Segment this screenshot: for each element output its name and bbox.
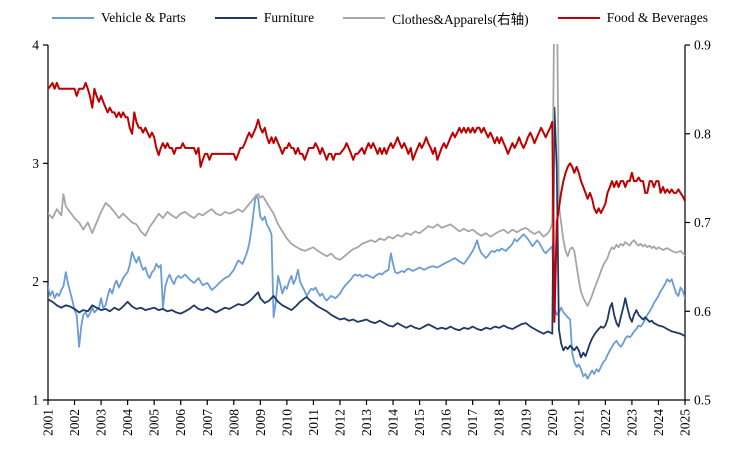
svg-text:2010: 2010	[279, 409, 294, 436]
x-axis-labels: 2001 2002 2003 2004 2005 2006 2007 2008 2009 2010…	[41, 409, 693, 436]
legend-label-vehicle-parts: Vehicle & Parts	[101, 10, 186, 25]
svg-text:4: 4	[32, 38, 39, 53]
series-line-2	[48, 44, 685, 307]
svg-text:2009: 2009	[253, 409, 268, 436]
svg-text:0.5: 0.5	[694, 393, 711, 408]
svg-text:2008: 2008	[226, 409, 241, 436]
y-axis-left-labels: 1 2 3 4	[32, 38, 39, 408]
legend-label-clothes-apparels: Clothes&Apparels(右轴)	[392, 12, 529, 27]
svg-text:2021: 2021	[571, 409, 586, 436]
legend-line-food-beverages-icon	[557, 16, 600, 20]
svg-text:2019: 2019	[518, 409, 533, 436]
legend-item-furniture: Furniture	[214, 10, 315, 26]
svg-text:2: 2	[32, 274, 39, 289]
svg-text:2020: 2020	[545, 409, 560, 436]
svg-text:2003: 2003	[94, 409, 109, 436]
svg-text:2007: 2007	[200, 409, 215, 436]
svg-text:3: 3	[32, 156, 39, 171]
series-line-0	[48, 194, 685, 380]
legend-label-food-beverages: Food & Beverages	[606, 10, 708, 25]
series-lines	[48, 44, 685, 380]
legend-item-vehicle-parts: Vehicle & Parts	[52, 10, 186, 26]
svg-text:0.8: 0.8	[694, 126, 711, 141]
svg-text:2016: 2016	[439, 409, 454, 436]
svg-text:1: 1	[32, 393, 39, 408]
svg-text:2025: 2025	[678, 409, 693, 436]
svg-text:2014: 2014	[386, 409, 401, 436]
y-axis-right-labels: 0.5 0.6 0.7 0.8 0.9	[694, 38, 711, 408]
svg-text:2012: 2012	[332, 409, 347, 436]
svg-text:2004: 2004	[120, 409, 135, 436]
series-line-1	[48, 106, 685, 359]
svg-text:0.7: 0.7	[694, 215, 711, 230]
svg-text:2015: 2015	[412, 409, 427, 436]
svg-text:2013: 2013	[359, 409, 374, 436]
legend-line-furniture-icon	[214, 16, 257, 20]
legend-label-furniture: Furniture	[263, 10, 315, 25]
svg-text:2006: 2006	[173, 409, 188, 436]
legend-item-clothes-apparels: Clothes&Apparels(右轴)	[343, 8, 529, 28]
svg-text:2017: 2017	[465, 409, 480, 436]
svg-text:2002: 2002	[67, 409, 82, 436]
svg-text:2001: 2001	[41, 409, 56, 436]
svg-text:0.6: 0.6	[694, 304, 711, 319]
legend-line-vehicle-parts-icon	[52, 16, 94, 20]
svg-text:2011: 2011	[306, 409, 321, 436]
svg-text:2022: 2022	[598, 409, 613, 436]
svg-text:2005: 2005	[147, 409, 162, 436]
axes	[43, 44, 690, 405]
svg-text:2018: 2018	[492, 409, 507, 436]
legend: Vehicle & Parts Furniture Clothes&Appare…	[52, 8, 708, 28]
svg-text:0.9: 0.9	[694, 38, 711, 53]
series-line-3	[48, 81, 685, 323]
legend-line-clothes-apparels-icon	[343, 16, 386, 20]
legend-item-food-beverages: Food & Beverages	[557, 10, 708, 26]
svg-text:2024: 2024	[651, 409, 666, 436]
svg-text:2023: 2023	[624, 409, 639, 436]
